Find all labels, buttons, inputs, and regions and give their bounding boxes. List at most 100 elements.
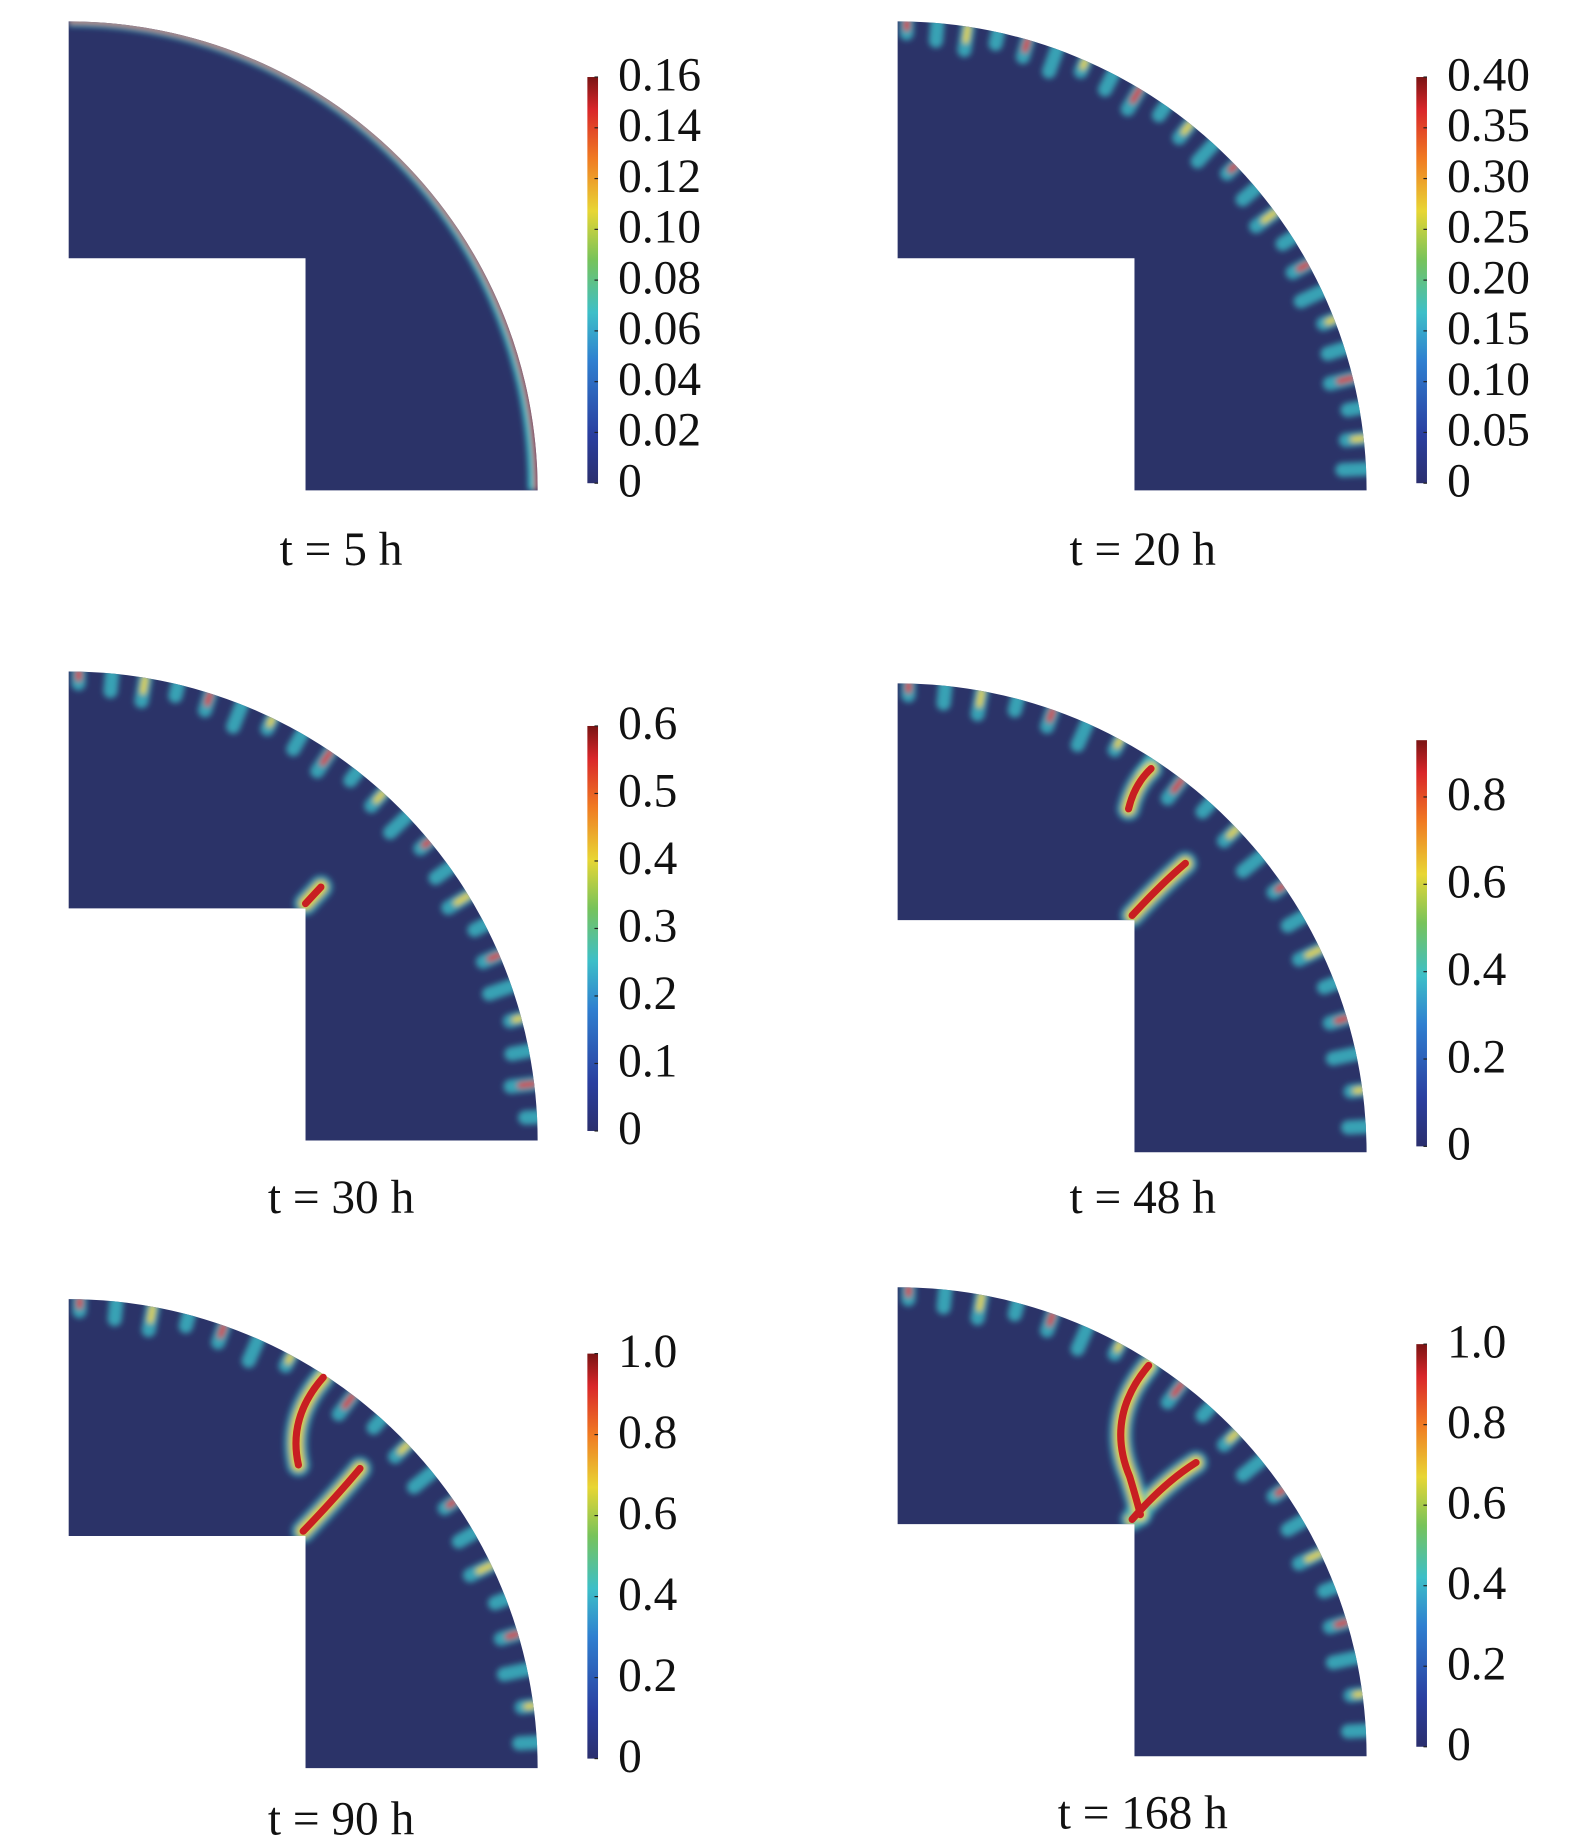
edge-spot-core: [511, 1015, 525, 1023]
crack-core: [1128, 859, 1189, 919]
edge-spot: [1007, 691, 1025, 718]
edge-spot: [1070, 1320, 1095, 1357]
colorbar-tick-label: 0.15: [1447, 303, 1530, 355]
colorbar-tick-label: 0.8: [618, 1407, 677, 1459]
colorbar-tick-label: 0.16: [618, 49, 701, 101]
colorbar-tick-label: 0.12: [618, 151, 701, 203]
colorbar-tick-label: 0.14: [618, 100, 701, 152]
colorbar-tick-label: 0.02: [618, 405, 701, 457]
colorbar-tick-label: 0.1: [618, 1036, 677, 1088]
colorbar-tick-label: 0.2: [1447, 1638, 1506, 1690]
edge-spot: [1235, 1453, 1269, 1483]
colorbar: [1416, 1344, 1427, 1747]
edge-spot: [1190, 136, 1221, 169]
edge-spot: [1335, 461, 1367, 478]
field-features: [899, 21, 1367, 478]
panel-caption: t = 90 h: [268, 1794, 415, 1838]
colorbar-tick-label: 0.20: [1447, 252, 1530, 304]
edge-spot: [482, 978, 519, 1001]
edge-spot: [1070, 716, 1095, 753]
edge-spot-core: [140, 674, 149, 695]
edge-spot-core: [1304, 946, 1324, 959]
edge-spot-core: [319, 748, 334, 767]
edge-spot-core: [1333, 1014, 1350, 1024]
edge-spot-core: [1274, 1486, 1287, 1497]
edge-spot-core: [1336, 374, 1356, 385]
edge-spot: [1316, 975, 1343, 995]
edge-spot-core: [475, 1562, 495, 1575]
field-features: [68, 21, 538, 491]
edge-spot: [1235, 180, 1264, 207]
edge-spot: [1275, 230, 1300, 251]
edge-spot-core: [976, 1291, 985, 1312]
edge-spot-core: [1113, 736, 1124, 749]
colorbar-tick-label: 0.25: [1447, 202, 1530, 254]
edge-spot-core: [217, 1322, 228, 1339]
panel: [897, 683, 1367, 1153]
edge-spot-core: [341, 1392, 357, 1410]
colorbar-tick-label: 0.4: [1447, 944, 1506, 996]
panel-caption: t = 168 h: [1058, 1788, 1228, 1838]
colorbar-tick-label: 0.10: [618, 202, 701, 254]
edge-spot-core: [1021, 36, 1031, 54]
edge-spot-core: [1226, 1429, 1240, 1443]
panel: [897, 1287, 1367, 1757]
edge-spot-core: [1333, 1618, 1350, 1628]
edge-spot-core: [1324, 316, 1338, 325]
edge-spot: [107, 1299, 124, 1327]
edge-spot-core: [962, 23, 971, 44]
colorbar-tick-label: 0.08: [618, 252, 701, 304]
colorbar: [1416, 77, 1427, 484]
colorbar-tick-label: 1.0: [1447, 1316, 1506, 1368]
edge-spot: [1320, 341, 1352, 361]
edge-spot: [518, 1109, 538, 1125]
edge-spot-core: [1046, 1310, 1056, 1327]
edge-spot-core: [1129, 85, 1143, 105]
edge-spot-core: [1226, 825, 1240, 839]
edge-spot-core: [1227, 162, 1239, 174]
colorbar: [587, 77, 599, 484]
crack-core: [301, 883, 325, 908]
colorbar-tick-label: 0.35: [1447, 100, 1530, 152]
panel-caption: t = 5 h: [280, 524, 403, 576]
edge-spot-core: [1274, 882, 1287, 893]
colorbar-tick-label: 0.6: [1447, 1477, 1506, 1529]
edge-spot-core: [453, 892, 472, 906]
edge-spot: [1097, 66, 1121, 97]
edge-spot: [1041, 42, 1065, 79]
edge-spot-core: [1180, 120, 1194, 136]
colorbar: [587, 1353, 599, 1759]
crack-core: [1117, 1361, 1153, 1519]
colorbar-tick-label: 0.4: [618, 1569, 677, 1621]
colorbar-tick-label: 0.4: [1447, 1558, 1506, 1610]
edge-spot: [1325, 1046, 1364, 1066]
edge-spot: [1235, 849, 1269, 879]
edge-spot-core: [517, 1080, 538, 1089]
edge-spot-core: [486, 951, 503, 963]
edge-spot: [241, 1332, 266, 1368]
edge-band: [68, 21, 538, 491]
edge-spot: [504, 1043, 537, 1062]
edge-spot-core: [504, 1630, 521, 1640]
colorbar-tick-label: 1.0: [618, 1326, 677, 1378]
edge-spot-core: [373, 789, 387, 804]
crack-core: [1125, 765, 1155, 813]
edge-spot: [487, 1591, 514, 1611]
colorbar-tick-label: 0.6: [1447, 857, 1506, 909]
edge-spot-core: [523, 1702, 537, 1710]
colorbar-tick-label: 0.8: [1447, 1397, 1506, 1449]
edge-spot: [936, 683, 953, 711]
panel: [897, 21, 1367, 491]
colorbar-tick-label: 0.5: [618, 766, 677, 818]
colorbar-tick-label: 0: [618, 455, 642, 507]
colorbar-tick-label: 0.8: [1447, 769, 1506, 821]
crack-core: [299, 1464, 364, 1535]
edge-spot: [1325, 1650, 1364, 1670]
edge-spot: [1007, 1295, 1025, 1322]
edge-spot-core: [1352, 1086, 1366, 1094]
colorbar-tick-label: 0.04: [618, 354, 701, 406]
colorbar-tick-label: 0.2: [618, 968, 677, 1020]
crack-core: [292, 1373, 327, 1469]
panel-caption: t = 20 h: [1070, 524, 1217, 576]
